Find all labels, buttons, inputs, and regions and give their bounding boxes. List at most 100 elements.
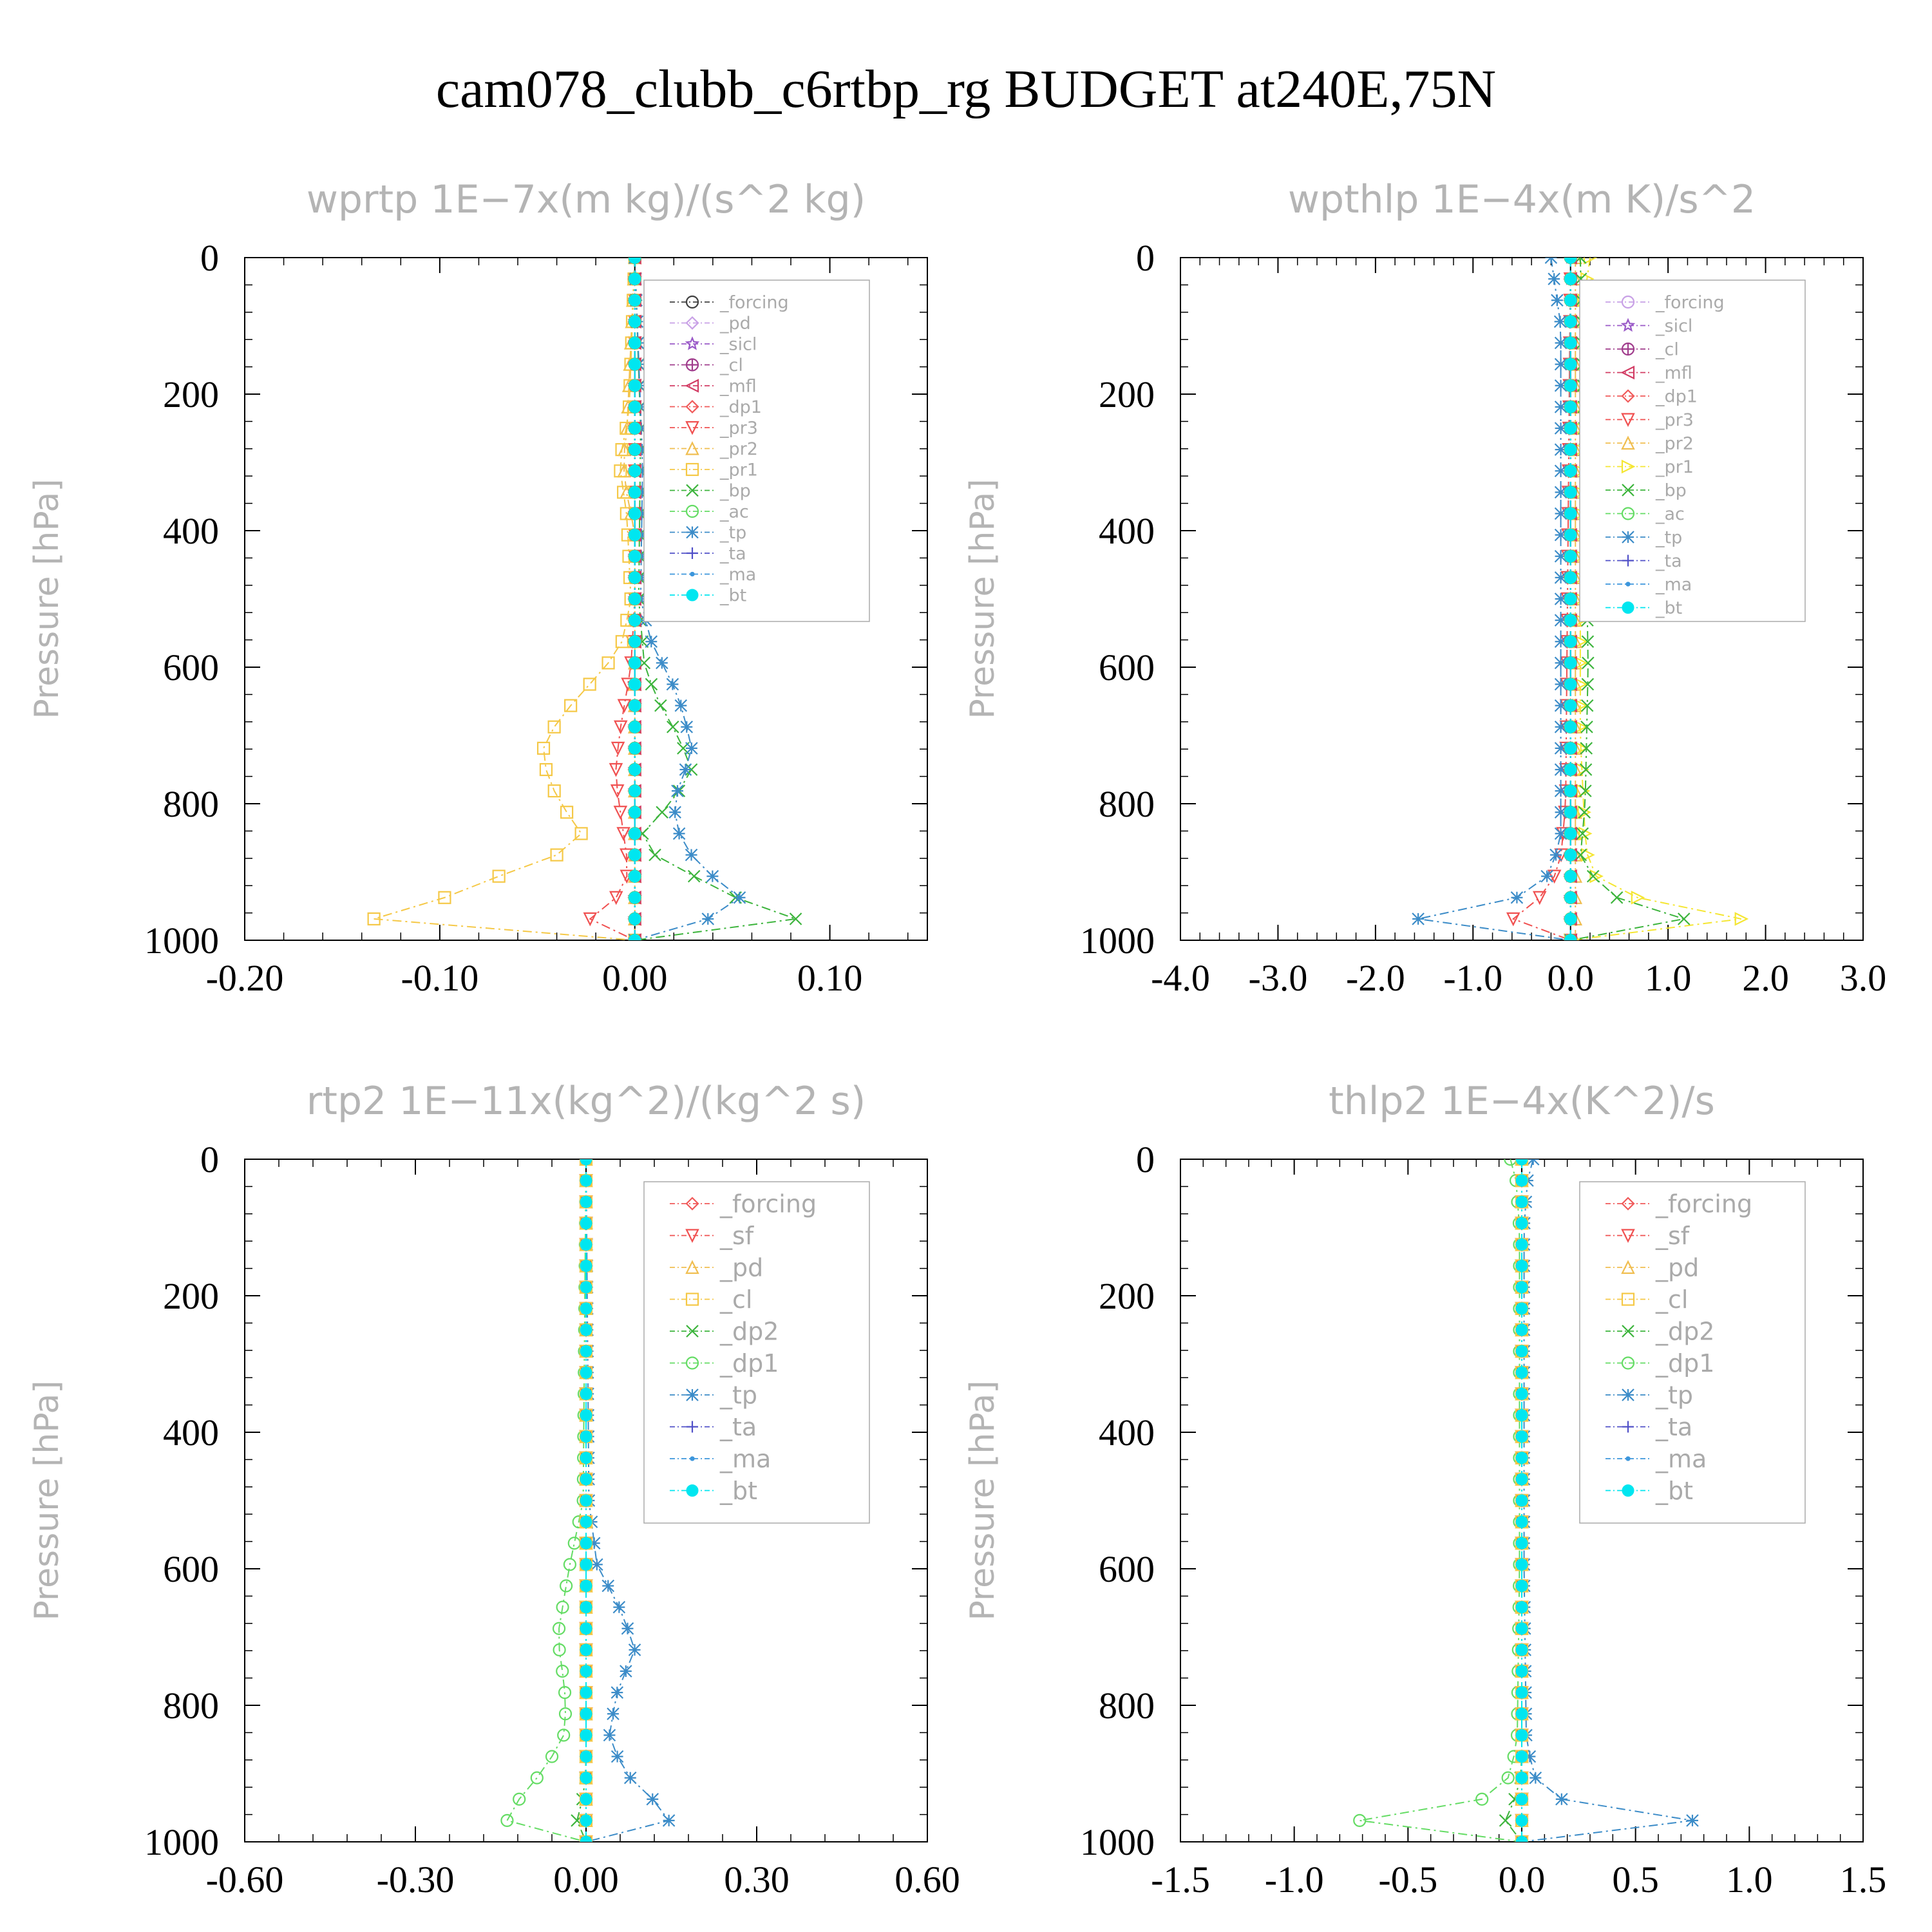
series-bt-point-shape bbox=[1564, 870, 1577, 883]
series-tp-point bbox=[1523, 1750, 1537, 1763]
series-bp-point-shape bbox=[666, 720, 679, 734]
y-axis-label: Pressure [hPa] bbox=[28, 1381, 66, 1621]
legend-entry-dp1-marker bbox=[1621, 389, 1635, 403]
series-bt-point-shape bbox=[580, 1430, 592, 1443]
series-bt-point bbox=[1515, 1217, 1528, 1229]
series-tp-point bbox=[607, 1707, 620, 1721]
series-bt-point-shape bbox=[1564, 272, 1577, 285]
series-tp-point-shape bbox=[646, 1792, 659, 1806]
legend-entry-sf-label: _sf bbox=[1655, 1222, 1690, 1250]
legend-entry-cl-marker-cross bbox=[1622, 343, 1634, 355]
series-dp1-point-shape bbox=[558, 1686, 572, 1700]
series-bt-point bbox=[1564, 337, 1577, 349]
series-bt-point-shape bbox=[580, 1750, 592, 1763]
series-bt-point bbox=[580, 1430, 592, 1443]
series-tp-point-shape bbox=[1554, 336, 1567, 350]
series-bt-point bbox=[580, 1281, 592, 1294]
series-tp-point-shape bbox=[1554, 486, 1567, 499]
series-bt-point bbox=[1564, 443, 1577, 456]
series-tp-point bbox=[679, 763, 692, 776]
legend-entry-tp-marker-shape bbox=[1622, 531, 1634, 544]
legend-entry-ta-marker bbox=[1622, 554, 1634, 567]
legend-entry-forcing-label: _forcing bbox=[1655, 293, 1725, 313]
series-dp1-point bbox=[556, 1664, 569, 1678]
x-tick-label: 1.5 bbox=[1840, 1859, 1887, 1900]
legend-entry-cl-label: _cl bbox=[1655, 1285, 1688, 1314]
y-tick-label: 200 bbox=[1099, 374, 1155, 415]
legend-entry-mfl-label: _mfl bbox=[1655, 363, 1692, 383]
panel-title: wprtp 1E−7x(m kg)/(s^2 kg) bbox=[307, 177, 866, 222]
series-bt-point bbox=[1515, 1601, 1528, 1614]
series-bt-point bbox=[1564, 806, 1577, 819]
series-bt-point-shape bbox=[580, 1686, 592, 1699]
series-bp-point bbox=[649, 848, 661, 862]
legend-entry-pr2-marker bbox=[1621, 435, 1635, 450]
series-bt-point-shape bbox=[580, 1195, 592, 1208]
series-bt-point bbox=[1515, 1281, 1528, 1294]
legend-entry-bt-marker bbox=[1622, 601, 1634, 614]
legend-entry-ta-label: _ta bbox=[1655, 1413, 1692, 1441]
series-dp1-line bbox=[506, 1159, 587, 1842]
legend-entry-forcing-marker bbox=[685, 295, 699, 309]
legend-entry-cl: _cl bbox=[670, 1285, 752, 1314]
legend-entry-tp-marker-shape bbox=[686, 526, 699, 539]
series-bt-point-shape bbox=[1515, 1750, 1528, 1763]
series-bt-point-shape bbox=[1564, 934, 1577, 940]
series-dp1-point-shape bbox=[530, 1771, 544, 1785]
series-bt-point-shape bbox=[629, 849, 641, 861]
legend-entry-tp-label: _tp bbox=[719, 523, 746, 543]
series-bt-point bbox=[629, 678, 641, 690]
series-tp-point bbox=[1554, 443, 1567, 456]
series-pr1-point-shape bbox=[536, 741, 551, 755]
legend-entry-forcing-marker-shape bbox=[685, 295, 699, 309]
series-tp-point bbox=[1549, 848, 1562, 862]
series-bt-point-shape bbox=[629, 592, 641, 605]
series-tp-point-shape bbox=[1510, 891, 1524, 904]
series-tp-point bbox=[636, 443, 649, 456]
series-pr1-point bbox=[539, 762, 553, 777]
legend-entry-pr3: _pr3 bbox=[1605, 410, 1694, 430]
legend-entry-bp: _bp bbox=[670, 481, 751, 501]
series-dp1-point-shape bbox=[556, 1600, 569, 1614]
legend-entry-dp1: _dp1 bbox=[670, 1349, 779, 1378]
series-tp-point bbox=[1554, 614, 1567, 627]
legend-entry-cl-label: _cl bbox=[1655, 340, 1679, 360]
series-bt-point-shape bbox=[1564, 763, 1577, 776]
series-tp-point bbox=[668, 806, 681, 819]
series-bt-point-shape bbox=[629, 422, 641, 435]
series-dp1-point bbox=[1353, 1814, 1367, 1827]
series-bp-point bbox=[1580, 742, 1593, 755]
series-tp-point-shape bbox=[656, 656, 668, 670]
legend-entry-pd-marker-shape bbox=[685, 1260, 699, 1274]
series-pr3-point bbox=[609, 762, 623, 777]
series-pr1-point bbox=[1631, 890, 1645, 905]
series-bt-point-shape bbox=[580, 1622, 592, 1635]
series-bt-point bbox=[580, 1643, 592, 1656]
series-pr3-point-shape bbox=[1506, 912, 1520, 927]
panel-title: rtp2 1E−11x(kg^2)/(kg^2 s) bbox=[307, 1079, 866, 1124]
legend-entry-bt: _bt bbox=[670, 1477, 757, 1505]
y-tick-label: 800 bbox=[163, 1685, 219, 1727]
series-bt-point-shape bbox=[1564, 422, 1577, 435]
series-bp-point bbox=[1580, 720, 1593, 734]
series-bt-point bbox=[580, 1622, 592, 1635]
series-tp-point-shape bbox=[701, 913, 715, 925]
series-pr3-point bbox=[610, 784, 625, 799]
series-bt-point bbox=[580, 1159, 592, 1166]
series-tp-point-shape bbox=[1554, 549, 1567, 563]
legend-entry-ta: _ta bbox=[1605, 551, 1682, 571]
legend-entry-ta-label: _ta bbox=[719, 1413, 757, 1441]
legend-entry-ac-label: _ac bbox=[719, 502, 749, 522]
series-dp1 bbox=[1353, 1159, 1529, 1842]
legend-entry-mfl-label: _mfl bbox=[719, 377, 757, 397]
series-bt-point bbox=[629, 529, 641, 542]
legend-entry-dp2-label: _dp2 bbox=[1655, 1318, 1714, 1346]
series-bt-point bbox=[1515, 1452, 1528, 1464]
series-pr1-point bbox=[547, 784, 561, 798]
series-bp-point-shape bbox=[1578, 806, 1591, 819]
series-bt-point-shape bbox=[580, 1387, 592, 1400]
series-bt-point-shape bbox=[629, 870, 641, 883]
series-bt-point-shape bbox=[629, 784, 641, 797]
series-tp-point-shape bbox=[636, 464, 649, 478]
